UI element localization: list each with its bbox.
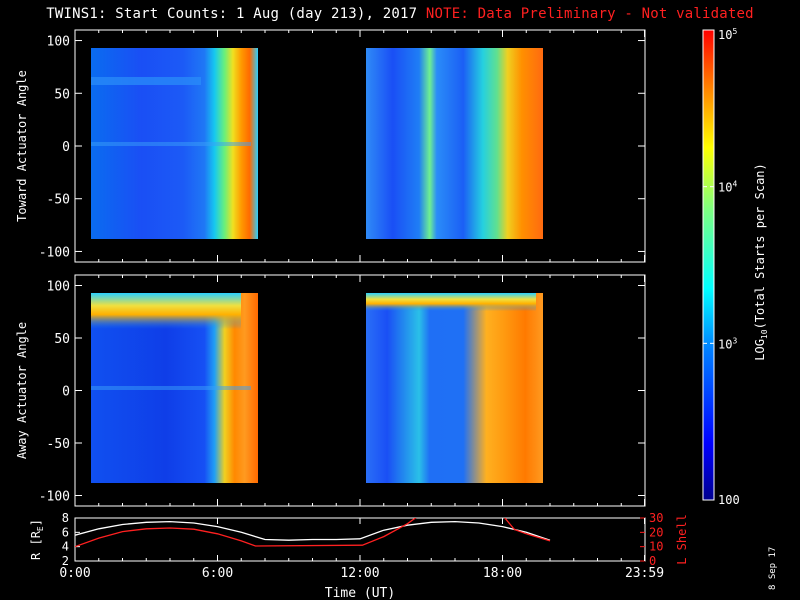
r-axis-label-sub: E <box>36 526 45 531</box>
top-segment-2 <box>366 48 543 239</box>
l-tick-label: 10 <box>649 540 663 554</box>
date-stamp: 8 Sep 17 <box>768 546 778 590</box>
r-distance-line <box>75 520 551 541</box>
l-tick-label: 0 <box>649 554 656 568</box>
time-tick-label: 0:00 <box>59 566 90 581</box>
time-tick-label: 12:00 <box>340 566 379 581</box>
y-tick-label: 100 <box>47 35 70 50</box>
l-tick-label: 20 <box>649 525 663 539</box>
lshell-axis-label: L Shell <box>675 514 689 565</box>
colorbar-gradient <box>702 29 715 501</box>
r-axis-label-main: R [R <box>29 530 43 560</box>
colorbar-tick-label: 100 <box>718 493 740 507</box>
y-tick-label: 50 <box>54 87 70 102</box>
top-band-60 <box>91 77 201 85</box>
r-tick-label: 4 <box>62 540 69 554</box>
y-tick-label: -50 <box>47 193 70 208</box>
title-note: NOTE: Data Preliminary - Not validated <box>425 6 754 22</box>
top-panel-data <box>91 48 543 239</box>
y-tick-label: 0 <box>62 140 70 155</box>
colorbar-label: LOG10(Total Starts per Scan) <box>753 163 769 361</box>
y-tick-label: -100 <box>39 245 70 260</box>
colorbar-tick-label: 105 <box>718 27 737 42</box>
l-tick-label: 30 <box>649 511 663 525</box>
colorbar-label-sub: 10 <box>760 329 769 339</box>
y-tick-label: 50 <box>54 332 70 347</box>
lshell-line <box>75 518 551 548</box>
colorbar-label-main: LOG <box>753 339 767 361</box>
time-tick-label: 18:00 <box>483 566 522 581</box>
y-tick-label: 100 <box>47 280 70 295</box>
colorbar-ticks: 100 103 104 105 <box>703 27 740 507</box>
ephemeris-lines <box>75 518 551 548</box>
top-band-zero <box>91 142 251 146</box>
panel-ylabel: Away Actuator Angle <box>15 322 29 459</box>
middle-segment-2 <box>366 293 543 483</box>
r-axis-label: R [RE] <box>29 519 45 560</box>
middle-top-band-2 <box>366 293 536 311</box>
middle-panel-data <box>91 293 543 483</box>
colorbar: 100 103 104 105 LOG10(Total Starts per Scan… <box>702 27 769 507</box>
time-tick-label: 6:00 <box>202 566 233 581</box>
chart-title: TWINS1: Start Counts: 1 Aug (day 213), 2… <box>0 6 800 22</box>
colorbar-tick-label: 104 <box>718 180 737 195</box>
colorbar-label-tail: (Total Starts per Scan) <box>753 163 767 329</box>
title-main: TWINS1: Start Counts: 1 Aug (day 213), 2… <box>46 6 418 22</box>
y-tick-label: 0 <box>62 385 70 400</box>
time-axis-label: Time (UT) <box>325 586 395 600</box>
y-tick-label: -100 <box>39 490 70 505</box>
panel-ylabel: Toward Actuator Angle <box>15 70 29 222</box>
r-axis-label-tail: ] <box>29 519 43 526</box>
middle-band-zero <box>91 386 251 390</box>
r-tick-label: 8 <box>62 511 69 525</box>
time-tick-label: 23:59 <box>625 566 664 581</box>
colorbar-tick-label: 103 <box>718 336 737 351</box>
y-tick-label: -50 <box>47 437 70 452</box>
middle-top-band-1 <box>91 293 241 329</box>
r-tick-label: 6 <box>62 525 69 539</box>
ephemeris-frame <box>74 517 646 562</box>
r-tick-label: 2 <box>62 554 69 568</box>
